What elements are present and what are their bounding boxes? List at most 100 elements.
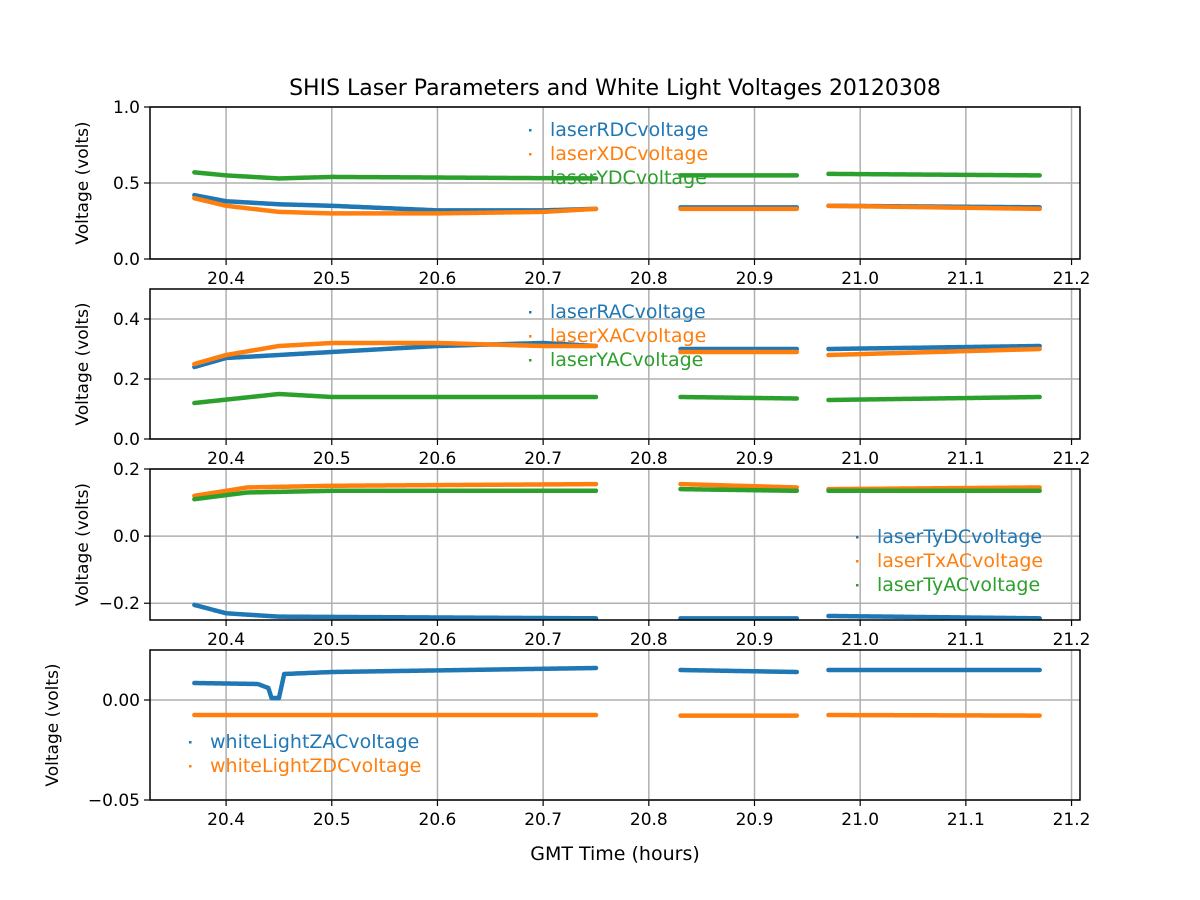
data-point: [794, 206, 799, 211]
x-tick-label: 21.0: [841, 449, 879, 469]
data-point: [276, 696, 281, 700]
data-point: [255, 682, 260, 686]
data-point: [826, 347, 831, 351]
legend-label: laserTxACvoltage: [877, 550, 1043, 572]
series-laserTyDCvoltage: [826, 613, 1043, 621]
data-point: [329, 174, 334, 179]
x-tick-label: 20.4: [207, 810, 245, 830]
data-point: [826, 203, 831, 208]
x-tick-label: 20.6: [419, 269, 457, 289]
data-point: [224, 173, 229, 178]
y-tick-label: −0.05: [88, 791, 140, 811]
data-point: [224, 199, 229, 204]
x-tick-label: 21.2: [1053, 810, 1091, 830]
data-point: [826, 668, 831, 672]
data-point: [276, 344, 281, 348]
x-tick-label: 20.6: [419, 449, 457, 469]
series-laserTxACvoltage: [678, 481, 800, 490]
legend-marker: [856, 536, 859, 539]
y-axis-label: Voltage (volts): [43, 663, 63, 786]
data-point: [541, 344, 546, 348]
chart-title: SHIS Laser Parameters and White Light Vo…: [289, 76, 941, 101]
data-point: [794, 713, 799, 718]
data-point: [276, 176, 281, 181]
axes-frame: [149, 468, 1081, 621]
series-laserTyDCvoltage: [192, 602, 599, 621]
legend-label: laserXACvoltage: [550, 325, 706, 347]
data-point: [192, 681, 197, 685]
subplot-3: 20.4 20.5 20.6 20.7 20.8 20.9 21.0 21.1 21.2 −0.2…: [73, 460, 1090, 650]
x-tick-label: 20.8: [630, 269, 668, 289]
x-tick-label: 20.7: [524, 449, 562, 469]
axes-frame: [149, 649, 1081, 801]
data-point: [269, 696, 274, 700]
series-laserYACvoltage: [678, 394, 800, 401]
legend-marker: [856, 560, 859, 563]
x-tick-label: 20.7: [524, 269, 562, 289]
legend-label: laserYACvoltage: [550, 349, 703, 371]
legend-label: whiteLightZDCvoltage: [210, 755, 421, 777]
data-point: [541, 209, 546, 214]
x-tick-label: 20.7: [524, 630, 562, 650]
x-tick-label: 20.7: [524, 810, 562, 830]
series-laserYACvoltage: [192, 391, 599, 406]
series-laserRACvoltage: [826, 343, 1043, 352]
y-tick-label: 0.2: [113, 460, 140, 480]
data-point: [329, 211, 334, 216]
subplot-4: 20.4 20.5 20.6 20.7 20.8 20.9 21.0 21.1 21.2 −0.0…: [43, 649, 1091, 830]
data-point: [826, 613, 831, 618]
series-whiteLightZACvoltage: [678, 667, 800, 675]
x-tick-label: 21.1: [947, 630, 985, 650]
series-whiteLightZDCvoltage: [826, 712, 1043, 718]
y-tick-label: 0.0: [113, 430, 140, 450]
data-point: [794, 485, 799, 490]
data-point: [593, 488, 598, 493]
y-tick-label: −0.2: [99, 594, 140, 614]
series-laserTxACvoltage: [192, 481, 599, 499]
x-tick-label: 20.4: [207, 269, 245, 289]
legend-label: laserYDCvoltage: [550, 167, 707, 189]
data-point: [593, 395, 598, 399]
x-tick-label: 21.1: [947, 449, 985, 469]
x-axis-label: GMT Time (hours): [530, 843, 700, 865]
data-point: [794, 350, 799, 354]
x-tick-label: 20.5: [313, 269, 351, 289]
data-point: [276, 614, 281, 619]
x-tick-label: 20.4: [207, 630, 245, 650]
data-point: [794, 173, 799, 178]
y-tick-label: 0.0: [113, 250, 140, 270]
series-laserTyACvoltage: [678, 486, 800, 494]
data-point: [224, 203, 229, 208]
series-laserYACvoltage: [826, 394, 1043, 403]
x-tick-label: 20.9: [736, 810, 774, 830]
legend-label: whiteLightZACvoltage: [210, 731, 419, 753]
data-point: [192, 401, 197, 405]
axes-frame: [149, 106, 1081, 260]
x-tick-label: 20.9: [736, 630, 774, 650]
data-point: [593, 176, 598, 181]
legend-label: laserXDCvoltage: [550, 143, 708, 165]
x-tick-label: 20.5: [313, 810, 351, 830]
x-tick-label: 20.4: [207, 449, 245, 469]
y-axis-label: Voltage (volts): [73, 121, 93, 244]
data-point: [192, 170, 197, 175]
data-point: [435, 341, 440, 345]
data-point: [794, 488, 799, 493]
data-point: [826, 488, 831, 493]
x-tick-label: 21.1: [947, 269, 985, 289]
x-tick-label: 21.0: [841, 269, 879, 289]
x-tick-label: 20.5: [313, 449, 351, 469]
data-point: [224, 353, 229, 357]
data-point: [593, 206, 598, 211]
data-point: [1037, 206, 1042, 211]
x-tick-label: 21.0: [841, 630, 879, 650]
y-tick-label: 1.0: [113, 98, 140, 118]
data-point: [826, 398, 831, 402]
y-tick-label: 0.0: [113, 527, 140, 547]
data-point: [794, 396, 799, 401]
data-point: [678, 713, 683, 718]
y-axis-label: Voltage (volts): [73, 483, 93, 606]
legend-marker: [529, 129, 532, 132]
